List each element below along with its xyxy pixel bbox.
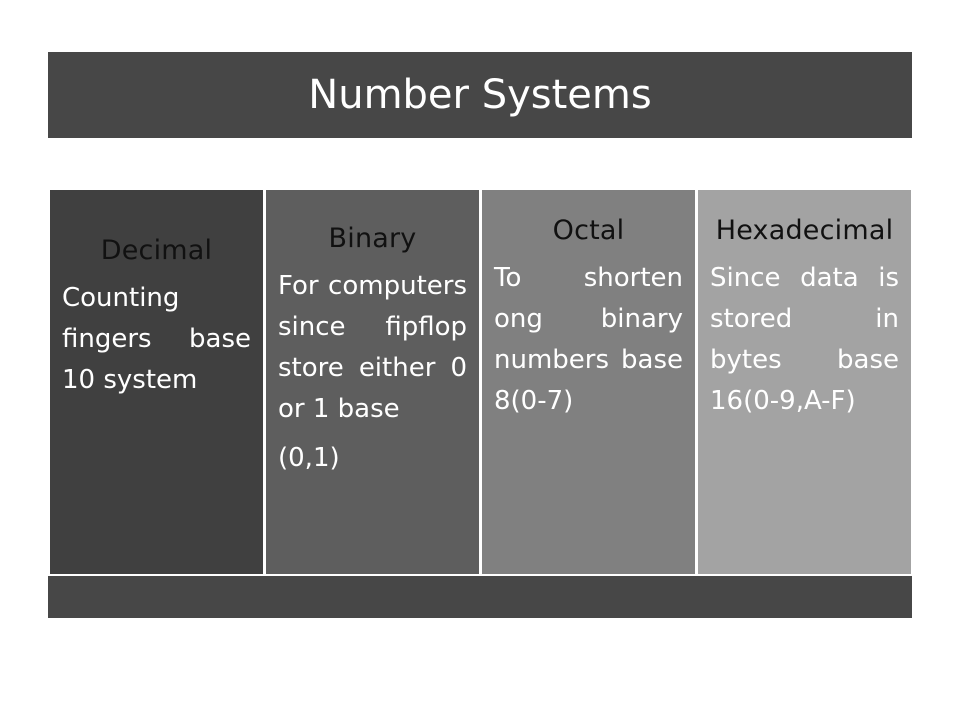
panel-body: Counting fingers base 10 system bbox=[62, 283, 251, 395]
panel-heading: Hexadecimal bbox=[715, 215, 894, 246]
bottom-bar bbox=[48, 576, 912, 618]
panel-decimal: Decimal Counting fingers base 10 system bbox=[50, 190, 263, 574]
slide-title: Number Systems bbox=[308, 72, 652, 118]
panel-heading: Octal bbox=[552, 215, 625, 246]
panel-body: For computers since fipflop store either… bbox=[278, 271, 467, 424]
panel-binary: Binary For computers since fipflop store… bbox=[266, 190, 479, 574]
panel-hexadecimal: Hexadecimal Since data is stored in byte… bbox=[698, 190, 911, 574]
panel-heading: Decimal bbox=[100, 235, 213, 266]
panel-extra: (0,1) bbox=[278, 443, 340, 473]
panel-heading: Binary bbox=[328, 223, 417, 254]
title-bar: Number Systems bbox=[48, 52, 912, 138]
panel-body: Since data is stored in bytes base 16(0-… bbox=[710, 263, 899, 416]
panel-octal: Octal To shorten ong binary numbers base… bbox=[482, 190, 695, 574]
panel-body: To shorten ong binary numbers base 8(0-7… bbox=[494, 263, 683, 416]
